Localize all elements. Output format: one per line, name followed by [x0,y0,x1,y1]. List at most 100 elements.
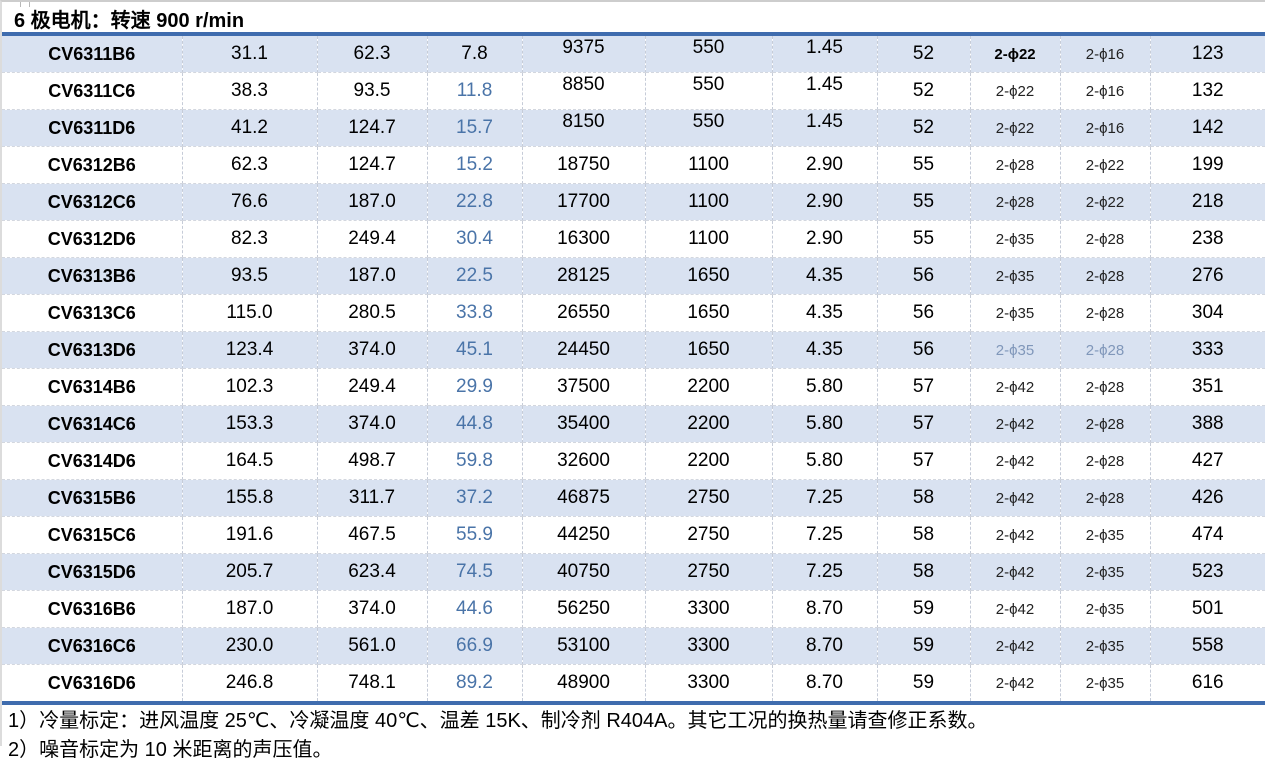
value-cell: 1100 [645,183,773,221]
value-cell: 93.5 [317,72,428,110]
value-cell: 191.6 [182,516,318,554]
table-row: CV6311C6 38.3 93.5 11.8 8850 550 1.45 52 2-ϕ22 2-… [2,72,1265,110]
value-cell: 55.9 [427,516,523,554]
model-cell: CV6314D6 [2,442,183,480]
value-cell: 616 [1150,664,1265,704]
value-cell: 2200 [645,442,773,480]
value-cell: 142 [1150,109,1265,147]
value-cell: 2-ϕ35 [1060,627,1151,665]
table-row: CV6315C6 191.6 467.5 55.9 44250 2750 7.25 58 2-ϕ… [2,516,1265,554]
value-cell: 550 [645,109,773,147]
value-cell: 249.4 [317,220,428,258]
footnote-cooling-rating: 1）冷量标定：进风温度 25℃、冷凝温度 40℃、温差 15K、制冷剂 R404… [8,710,988,732]
crop-artifact [20,2,30,7]
value-cell: 33.8 [427,294,523,332]
value-cell: 2200 [645,368,773,406]
table-row: CV6311B6 31.1 62.3 7.8 9375 550 1.45 52 2-ϕ22 2-ϕ… [2,36,1265,73]
value-cell: 124.7 [317,146,428,184]
value-cell: 748.1 [317,664,428,704]
value-cell: 32600 [522,442,646,480]
spec-table-body: CV6311B6 31.1 62.3 7.8 9375 550 1.45 52 2-ϕ22 2-ϕ… [2,36,1265,704]
value-cell: 1100 [645,220,773,258]
model-cell: CV6312D6 [2,220,183,258]
table-row: CV6315D6 205.7 623.4 74.5 40750 2750 7.25 58 2-ϕ… [2,553,1265,591]
value-cell: 37.2 [427,479,523,517]
table-row: CV6313B6 93.5 187.0 22.5 28125 1650 4.35 56 2-ϕ3… [2,257,1265,295]
value-cell: 550 [645,36,773,73]
value-cell: 37500 [522,368,646,406]
value-cell: 1650 [645,294,773,332]
value-cell: 4.35 [772,294,878,332]
value-cell: 15.2 [427,146,523,184]
value-cell: 4.35 [772,257,878,295]
value-cell: 35400 [522,405,646,443]
footnote-noise-rating: 2）噪音标定为 10 米距离的声压值。 [8,739,333,761]
value-cell: 59 [877,627,971,665]
value-cell: 2.90 [772,220,878,258]
value-cell: 132 [1150,72,1265,110]
value-cell: 76.6 [182,183,318,221]
value-cell: 102.3 [182,368,318,406]
model-cell: CV6313D6 [2,331,183,369]
value-cell: 11.8 [427,72,523,110]
value-cell: 40750 [522,553,646,591]
value-cell: 93.5 [182,257,318,295]
value-cell: 123 [1150,36,1265,73]
value-cell: 59.8 [427,442,523,480]
value-cell: 2-ϕ28 [1060,368,1151,406]
value-cell: 374.0 [317,590,428,628]
value-cell: 18750 [522,146,646,184]
value-cell: 498.7 [317,442,428,480]
value-cell: 8.70 [772,664,878,704]
model-cell: CV6315D6 [2,553,183,591]
value-cell: 2-ϕ35 [1060,664,1151,704]
value-cell: 304 [1150,294,1265,332]
value-cell: 56250 [522,590,646,628]
model-cell: CV6314B6 [2,368,183,406]
value-cell: 38.3 [182,72,318,110]
value-cell: 2-ϕ28 [1060,479,1151,517]
value-cell: 3300 [645,590,773,628]
value-cell: 4.35 [772,331,878,369]
model-cell: CV6311C6 [2,72,183,110]
value-cell: 56 [877,257,971,295]
model-cell: CV6313B6 [2,257,183,295]
value-cell: 2-ϕ16 [1060,72,1151,110]
value-cell: 2-ϕ28 [1060,442,1151,480]
value-cell: 2-ϕ42 [970,627,1061,665]
model-cell: CV6316B6 [2,590,183,628]
value-cell: 66.9 [427,627,523,665]
value-cell: 58 [877,479,971,517]
value-cell: 238 [1150,220,1265,258]
value-cell: 7.25 [772,516,878,554]
table-row: CV6313D6 123.4 374.0 45.1 24450 1650 4.35 56 2-ϕ… [2,331,1265,369]
value-cell: 123.4 [182,331,318,369]
value-cell: 124.7 [317,109,428,147]
value-cell: 2-ϕ22 [970,36,1061,73]
table-row: CV6312B6 62.3 124.7 15.2 18750 1100 2.90 55 2-ϕ2… [2,146,1265,184]
value-cell: 59 [877,590,971,628]
value-cell: 388 [1150,405,1265,443]
value-cell: 48900 [522,664,646,704]
value-cell: 246.8 [182,664,318,704]
table-row: CV6314B6 102.3 249.4 29.9 37500 2200 5.80 57 2-ϕ… [2,368,1265,406]
value-cell: 333 [1150,331,1265,369]
model-cell: CV6312B6 [2,146,183,184]
value-cell: 29.9 [427,368,523,406]
value-cell: 623.4 [317,553,428,591]
value-cell: 187.0 [317,183,428,221]
value-cell: 52 [877,72,971,110]
footnotes: 1）冷量标定：进风温度 25℃、冷凝温度 40℃、温差 15K、制冷剂 R404… [2,705,1265,765]
value-cell: 2-ϕ35 [970,294,1061,332]
model-cell: CV6316C6 [2,627,183,665]
value-cell: 62.3 [317,36,428,73]
value-cell: 7.25 [772,553,878,591]
value-cell: 2-ϕ28 [970,146,1061,184]
value-cell: 2750 [645,516,773,554]
value-cell: 2-ϕ22 [1060,146,1151,184]
table-row: CV6312D6 82.3 249.4 30.4 16300 1100 2.90 55 2-ϕ3… [2,220,1265,258]
value-cell: 16300 [522,220,646,258]
model-cell: CV6316D6 [2,664,183,704]
model-cell: CV6312C6 [2,183,183,221]
